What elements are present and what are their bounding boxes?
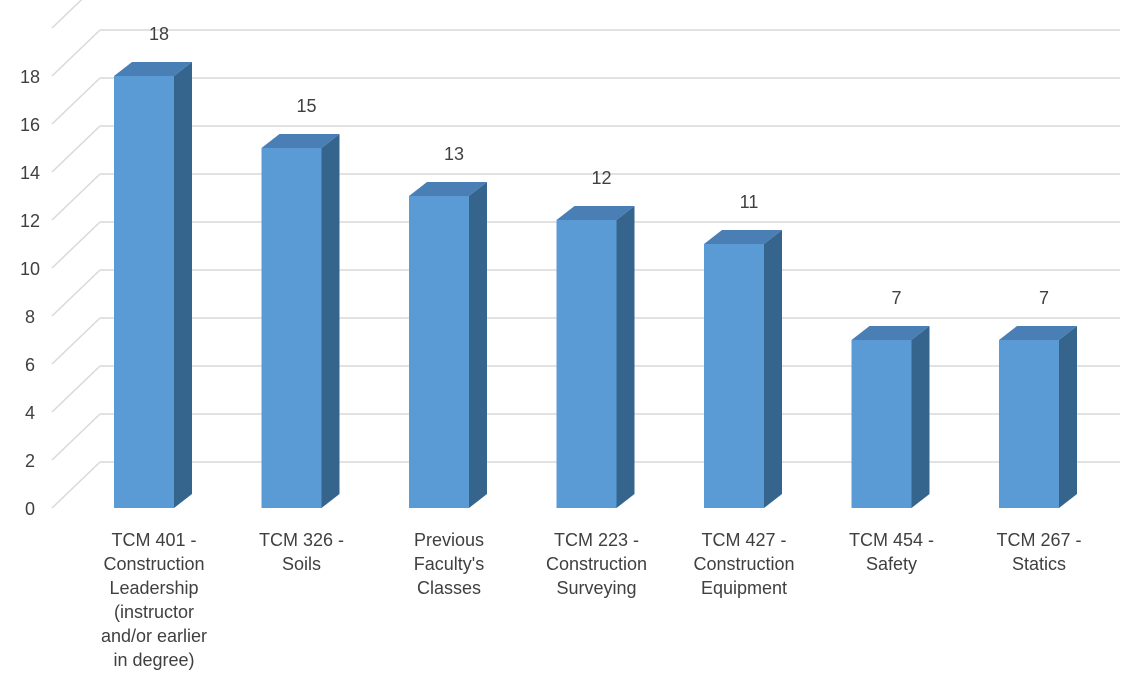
bar-side	[764, 230, 782, 508]
data-label: 12	[591, 168, 611, 188]
gridline-diagonal	[51, 0, 83, 29]
bar-side	[1059, 326, 1077, 508]
bar-front	[261, 148, 322, 508]
y-tick-label: 18	[20, 67, 40, 87]
x-tick-label: TCM 326 - Soils	[258, 530, 345, 574]
gridline-diagonal	[51, 413, 101, 461]
x-tick-label: TCM 401 - Construction Leadership (instr…	[100, 530, 208, 670]
bar	[851, 326, 930, 508]
x-tick-label: TCM 454 - Safety	[848, 530, 935, 574]
bar-front	[851, 340, 912, 508]
gridline-diagonal	[51, 317, 101, 365]
bar-side	[469, 182, 487, 508]
bar-side	[911, 326, 930, 508]
x-tick-label: TCM 223 - Construction Surveying	[545, 530, 648, 598]
data-label: 7	[1039, 288, 1049, 308]
bar-top	[261, 134, 340, 148]
bar-top	[409, 182, 487, 196]
bar-side	[321, 134, 340, 508]
y-tick-label: 4	[25, 403, 35, 423]
bar-side	[616, 206, 635, 508]
bar-front	[114, 76, 174, 508]
bar-side	[174, 62, 192, 508]
y-tick-label: 12	[20, 211, 40, 231]
y-tick-label: 10	[20, 259, 40, 279]
bar-front	[409, 196, 469, 508]
gridline-diagonal	[51, 365, 101, 413]
bar	[114, 62, 192, 508]
bar-top	[114, 62, 192, 76]
gridline-diagonal	[51, 77, 101, 125]
bar	[556, 206, 635, 508]
data-label: 11	[740, 192, 759, 212]
y-tick-label: 6	[25, 355, 35, 375]
bar-top	[851, 326, 930, 340]
y-tick-label: 0	[25, 499, 35, 519]
gridline-diagonal	[51, 461, 101, 509]
y-tick-label: 14	[20, 163, 40, 183]
gridline-diagonal	[51, 125, 101, 173]
data-label: 13	[444, 144, 464, 164]
y-tick-label: 16	[20, 115, 40, 135]
y-tick-label: 8	[25, 307, 35, 327]
x-tick-label: TCM 427 - Construction Equipment	[693, 530, 795, 598]
bar-front	[999, 340, 1059, 508]
bar	[261, 134, 340, 508]
data-label: 18	[149, 24, 169, 44]
gridline-diagonal	[51, 221, 101, 269]
bar	[409, 182, 487, 508]
gridline-diagonal	[51, 29, 101, 77]
data-label: 15	[296, 96, 316, 116]
bar-top	[999, 326, 1077, 340]
bar	[704, 230, 782, 508]
x-tick-label: TCM 267 - Statics	[996, 530, 1082, 574]
y-tick-label: 2	[25, 451, 35, 471]
gridline-diagonal	[51, 269, 101, 317]
bar	[999, 326, 1077, 508]
bar-front	[556, 220, 617, 508]
x-tick-label: Previous Faculty's Classes	[413, 530, 485, 598]
bar-top	[556, 206, 635, 220]
bar-front	[704, 244, 764, 508]
data-label: 7	[891, 288, 901, 308]
gridline-diagonal	[51, 173, 101, 221]
bar-top	[704, 230, 782, 244]
